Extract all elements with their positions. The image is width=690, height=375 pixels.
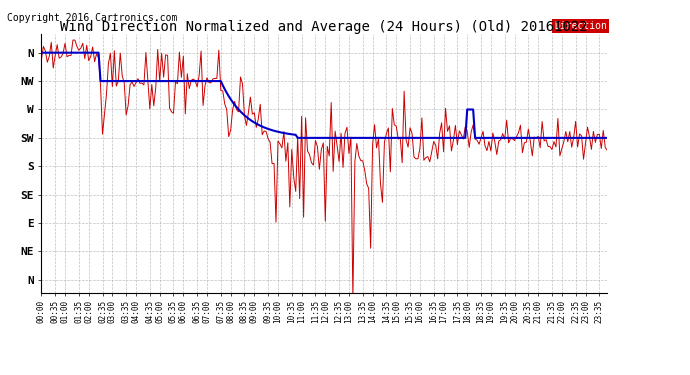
Text: Direction: Direction bbox=[554, 21, 607, 31]
Title: Wind Direction Normalized and Average (24 Hours) (Old) 20161022: Wind Direction Normalized and Average (2… bbox=[61, 20, 588, 34]
Text: Median: Median bbox=[572, 21, 607, 31]
Text: Copyright 2016 Cartronics.com: Copyright 2016 Cartronics.com bbox=[7, 13, 177, 22]
